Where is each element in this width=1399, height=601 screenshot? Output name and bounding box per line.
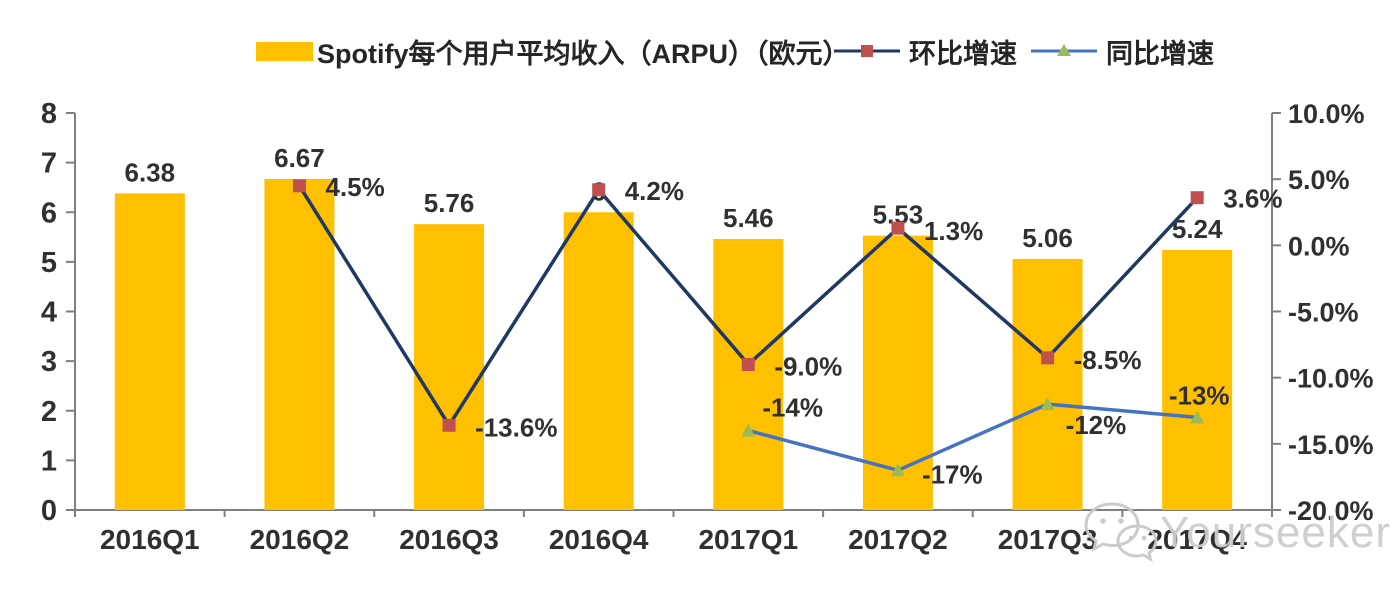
- x-axis-label: 2016Q3: [399, 524, 499, 555]
- line-square-swatch-icon: [834, 45, 900, 57]
- legend-label-qoq: 环比增速: [909, 38, 1017, 69]
- qoq-value-label: -9.0%: [774, 351, 842, 381]
- x-axis-label: 2016Q1: [100, 524, 200, 555]
- left-axis-tick-label: 3: [41, 346, 57, 378]
- qoq-marker: [891, 221, 905, 235]
- left-axis-tick-label: 1: [41, 445, 57, 477]
- right-axis-tick-label: 10.0%: [1288, 99, 1365, 129]
- bar: [114, 193, 185, 510]
- right-axis-tick-label: -20.0%: [1288, 496, 1374, 526]
- legend-item-arpu: Spotify每个用户平均收入（ARPU）（欧元）: [256, 36, 850, 69]
- x-axis-label: 2017Q3: [998, 524, 1098, 555]
- bar-value-label: 5.46: [723, 203, 774, 233]
- legend-label-arpu: Spotify每个用户平均收入（ARPU）（欧元）: [317, 38, 850, 69]
- yoy-value-label: -13%: [1169, 380, 1230, 410]
- bar-value-label: 6.38: [125, 157, 176, 187]
- left-axis-tick-label: 0: [41, 495, 57, 527]
- qoq-value-label: 1.3%: [924, 216, 983, 246]
- qoq-marker: [292, 179, 306, 193]
- yoy-marker: [1190, 410, 1205, 424]
- legend-label-yoy: 同比增速: [1106, 38, 1214, 69]
- bar-swatch-icon: [256, 41, 313, 61]
- left-axis-tick-label: 6: [41, 197, 57, 229]
- qoq-value-label: -13.6%: [475, 412, 557, 442]
- x-axis-label: 2017Q1: [698, 524, 798, 555]
- x-axis-label: 2016Q2: [250, 524, 350, 555]
- left-axis-tick-label: 5: [41, 247, 57, 279]
- yoy-marker: [741, 423, 756, 437]
- left-axis-tick-label: 8: [41, 98, 57, 130]
- yoy-value-label: -12%: [1066, 410, 1127, 440]
- qoq-marker: [1190, 191, 1204, 205]
- bar-value-label: 6.67: [274, 143, 325, 173]
- right-axis-tick-label: -10.0%: [1288, 364, 1374, 394]
- bar: [264, 179, 335, 510]
- right-axis-tick-label: 5.0%: [1288, 165, 1350, 195]
- yoy-value-label: -17%: [922, 459, 983, 489]
- qoq-marker: [1041, 351, 1055, 365]
- bar: [563, 212, 634, 510]
- yoy-marker: [890, 463, 905, 477]
- qoq-value-label: 4.2%: [625, 176, 684, 206]
- legend-item-yoy: 同比增速: [1030, 36, 1214, 69]
- yoy-marker: [1040, 397, 1055, 411]
- bar-value-label: 5.24: [1172, 214, 1223, 244]
- left-axis-tick-label: 4: [41, 297, 57, 329]
- left-axis-tick-label: 2: [41, 396, 57, 428]
- qoq-marker: [592, 183, 606, 197]
- x-axis-label: 2017Q4: [1147, 524, 1247, 555]
- yoy-line: [747, 402, 1198, 473]
- bar-value-label: 5.06: [1022, 223, 1073, 253]
- qoq-value-label: 3.6%: [1223, 184, 1282, 214]
- qoq-value-label: -8.5%: [1074, 345, 1142, 375]
- bar: [1162, 249, 1233, 510]
- right-axis-tick-label: -5.0%: [1288, 298, 1359, 328]
- bar: [1012, 258, 1083, 510]
- bar: [414, 224, 485, 510]
- x-axis-label: 2016Q4: [549, 524, 649, 555]
- qoq-value-label: 4.5%: [325, 172, 384, 202]
- x-axis-label: 2017Q2: [848, 524, 948, 555]
- legend-item-qoq: 环比增速: [833, 36, 1017, 69]
- line-triangle-swatch-icon: [1031, 44, 1097, 56]
- bar: [713, 239, 784, 511]
- bar-value-label: 5.76: [424, 188, 475, 218]
- yoy-value-label: -14%: [762, 393, 823, 423]
- right-axis-tick-label: 0.0%: [1288, 231, 1350, 261]
- qoq-marker: [442, 418, 456, 432]
- left-axis-tick-label: 7: [41, 148, 57, 180]
- right-axis-tick-label: -15.0%: [1288, 430, 1374, 460]
- qoq-marker: [741, 357, 755, 371]
